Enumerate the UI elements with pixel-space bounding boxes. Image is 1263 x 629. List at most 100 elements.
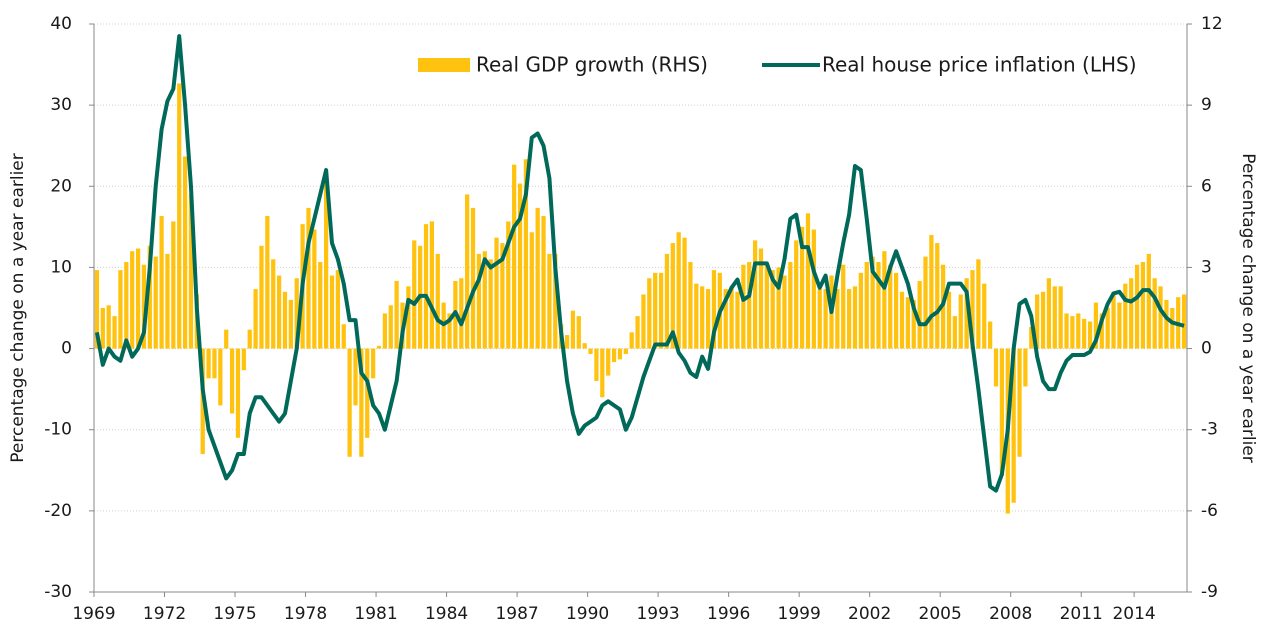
x-tick-label: 1978: [284, 604, 327, 624]
bar: [635, 316, 640, 349]
legend-label: Real house price inflation (LHS): [822, 53, 1137, 77]
bar: [811, 229, 816, 349]
bar: [664, 253, 670, 349]
bar: [100, 308, 105, 349]
bar: [629, 332, 634, 349]
bar: [723, 289, 728, 349]
y-tick-label: 10: [50, 257, 72, 277]
bar: [288, 299, 293, 349]
bar: [529, 232, 534, 349]
bar: [600, 348, 605, 398]
bar: [365, 348, 370, 438]
bar: [1064, 313, 1069, 349]
bar: [276, 275, 282, 349]
bar: [118, 270, 123, 349]
bar: [147, 245, 152, 349]
y2-tick-label: -9: [1201, 582, 1218, 602]
bar: [106, 305, 111, 349]
bar: [382, 313, 387, 349]
x-tick-label: 1990: [566, 604, 609, 624]
y2-tick-label: 9: [1201, 95, 1212, 115]
y-tick-label: 20: [50, 176, 72, 196]
bar: [1170, 308, 1175, 349]
bar: [841, 264, 846, 349]
bar: [429, 221, 435, 349]
bar: [159, 216, 164, 349]
bar: [541, 216, 546, 349]
y-tick-label: 0: [61, 339, 72, 359]
bar: [882, 251, 887, 349]
bar: [341, 324, 346, 349]
bar: [894, 272, 899, 349]
bar: [758, 248, 764, 349]
bar: [982, 283, 987, 349]
bar: [999, 348, 1005, 476]
bar: [488, 259, 493, 349]
bar: [876, 262, 881, 349]
bar: [329, 275, 335, 349]
bar: [1158, 286, 1163, 349]
y-tick-label: -30: [44, 582, 72, 602]
bar: [206, 348, 211, 379]
bar: [235, 348, 241, 438]
bar: [752, 240, 758, 349]
bar: [846, 289, 852, 349]
bar: [241, 348, 246, 371]
bar: [694, 283, 699, 349]
bar: [711, 270, 717, 349]
bar: [976, 259, 981, 349]
bar: [112, 316, 117, 349]
bar: [929, 234, 934, 349]
bar: [265, 216, 270, 349]
bar: [905, 297, 910, 349]
bar: [1087, 321, 1093, 349]
bar: [741, 264, 746, 349]
x-tick-label: 2008: [989, 604, 1032, 624]
x-tick-label: 1969: [72, 604, 115, 624]
bar: [224, 329, 229, 349]
bar: [412, 240, 417, 349]
bar: [1070, 316, 1075, 349]
x-tick-label: 1996: [707, 604, 750, 624]
bar: [988, 321, 993, 349]
x-tick-label: 1999: [778, 604, 821, 624]
bar: [353, 348, 358, 406]
bar: [1023, 348, 1028, 387]
bar: [1164, 299, 1169, 349]
bar: [177, 83, 182, 349]
bar: [512, 164, 517, 349]
bar: [324, 175, 329, 349]
line: [94, 34, 1185, 493]
bar: [553, 253, 558, 349]
bar: [970, 270, 975, 349]
bar: [423, 224, 429, 349]
bar: [611, 348, 617, 363]
x-tick-label: 2011: [1060, 604, 1103, 624]
bar: [335, 270, 340, 349]
bar: [676, 232, 681, 349]
bar: [576, 316, 581, 349]
bar: [253, 289, 258, 349]
bar: [917, 280, 922, 349]
bar: [670, 243, 675, 349]
y2-tick-label: 0: [1201, 339, 1212, 359]
bar: [588, 348, 593, 354]
bar: [835, 289, 840, 349]
bar: [852, 286, 858, 349]
bar: [535, 207, 540, 349]
bar: [923, 256, 928, 349]
y-axis-label: Percentage change on a year earlier: [8, 153, 28, 463]
bar: [1152, 278, 1157, 349]
bar: [141, 264, 147, 349]
bar: [623, 348, 628, 354]
bar: [1035, 294, 1040, 349]
bar: [1017, 348, 1022, 457]
bar: [564, 335, 570, 349]
legend-label: Real GDP growth (RHS): [476, 53, 708, 77]
bar: [946, 291, 952, 349]
bar: [794, 240, 799, 349]
bar: [582, 343, 587, 349]
bar: [1105, 308, 1110, 349]
bar: [952, 316, 957, 349]
bar: [130, 251, 135, 349]
